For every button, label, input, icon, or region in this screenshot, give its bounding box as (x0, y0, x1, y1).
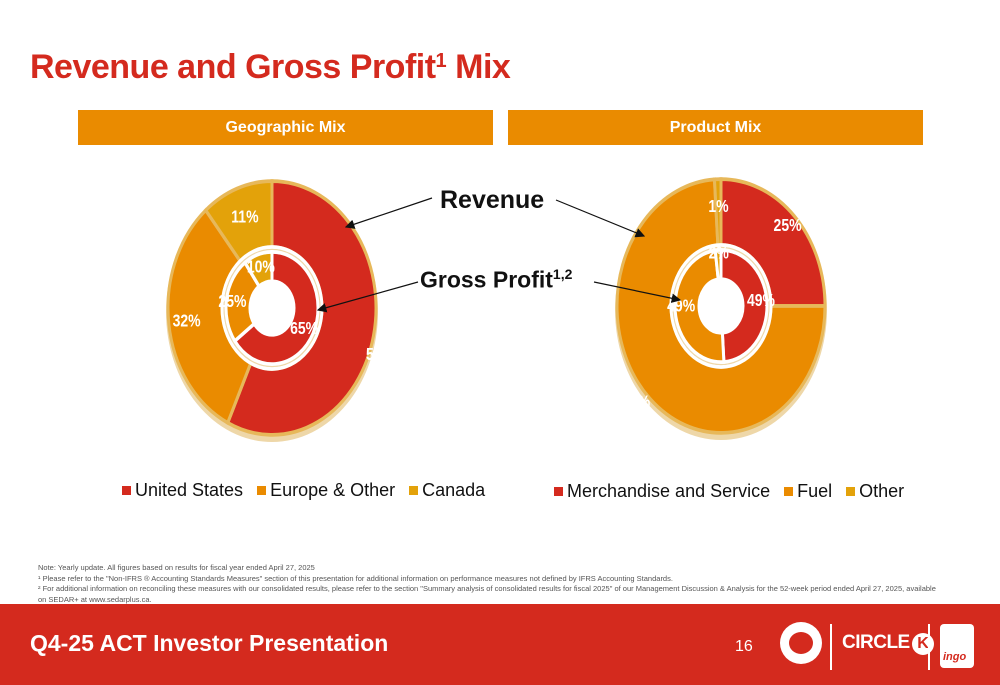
revenue-label-2: 1% (708, 198, 728, 217)
revenue-arrow-left (344, 197, 433, 229)
gross-profit-arrow-left (316, 281, 419, 313)
revenue-label-1: 74% (622, 393, 650, 412)
legend-item-fuel: Fuel (784, 481, 832, 502)
couche-tard-logo (780, 622, 822, 664)
ingo-logo: ingo (940, 624, 974, 668)
note-line: ² For additional information on reconcil… (38, 584, 936, 604)
gross-profit-callout: Gross Profit1,2 (420, 266, 573, 294)
revenue-callout: Revenue (440, 186, 545, 215)
revenue-ring: 57% 32% 11% (166, 179, 394, 437)
gross-profit-label-2: 10% (247, 258, 275, 277)
gross-profit-ring: 49% 49% 2% (667, 243, 775, 369)
legend-swatch (257, 486, 267, 495)
page-number: 16 (735, 638, 753, 655)
gross-profit-label-0: 49% (747, 292, 775, 311)
legend-item-europe-other: Europe & Other (257, 480, 395, 501)
legend-swatch (122, 486, 131, 495)
footnotes: Note: Yearly update. All figures based o… (38, 563, 938, 605)
geographic-chart: 57% 32% 11% 65% 25%10% (166, 179, 394, 442)
product-legend: Merchandise and Service Fuel Other (554, 481, 904, 502)
gross-profit-label-0: 65% (290, 320, 318, 339)
geographic-mix-header: Geographic Mix (78, 110, 493, 145)
footer-bar: Q4-25 ACT Investor Presentation 16 CIRCL… (0, 604, 1000, 685)
note-line: Note: Yearly update. All figures based o… (38, 563, 315, 572)
gross-profit-arrow-right (593, 281, 682, 303)
ring-separator (669, 243, 773, 369)
donut-hole (699, 279, 743, 333)
gross-profit-label-1: 49% (667, 297, 695, 316)
gross-profit-slice-0 (232, 250, 320, 366)
gross-profit-ring: 65% 25%10% (218, 245, 324, 371)
product-chart: 25% 74% 1% 49% 49% 2% (615, 177, 827, 440)
gross-profit-label-1: 25% (218, 293, 246, 312)
logo-divider (928, 624, 930, 670)
legend-swatch (784, 487, 794, 496)
revenue-ring: 25% 74% 1% (615, 177, 827, 435)
presentation-title: Q4-25 ACT Investor Presentation (30, 630, 389, 656)
legend-swatch (409, 486, 419, 495)
note-line: ¹ Please refer to the "Non-IFRS ® Accoun… (38, 573, 673, 583)
product-mix-header: Product Mix (508, 110, 923, 145)
donut-hole (250, 281, 294, 335)
circle-k-logo: CIRCLE K (842, 632, 934, 655)
page-title: Revenue and Gross Profit1 Mix (30, 48, 511, 86)
revenue-label-2: 11% (231, 208, 258, 227)
revenue-arrow-right (555, 199, 646, 238)
revenue-label-1: 32% (173, 312, 201, 331)
legend-swatch (846, 487, 856, 496)
charts-svg: 57%32%11%65%25%10% 25%74%1%49%49%2% (166, 177, 827, 442)
legend-item-united-states: United States (122, 480, 243, 501)
revenue-label-0: 57% (366, 346, 394, 365)
legend-item-merchandise: Merchandise and Service (554, 481, 770, 502)
revenue-label-0: 25% (774, 217, 802, 236)
gross-profit-label-2: 2% (709, 244, 729, 263)
logo-divider (830, 624, 832, 670)
legend-item-other: Other (846, 481, 904, 502)
legend-item-canada: Canada (409, 480, 485, 501)
legend-swatch (554, 487, 563, 496)
geographic-legend: United States Europe & Other Canada (122, 480, 485, 501)
